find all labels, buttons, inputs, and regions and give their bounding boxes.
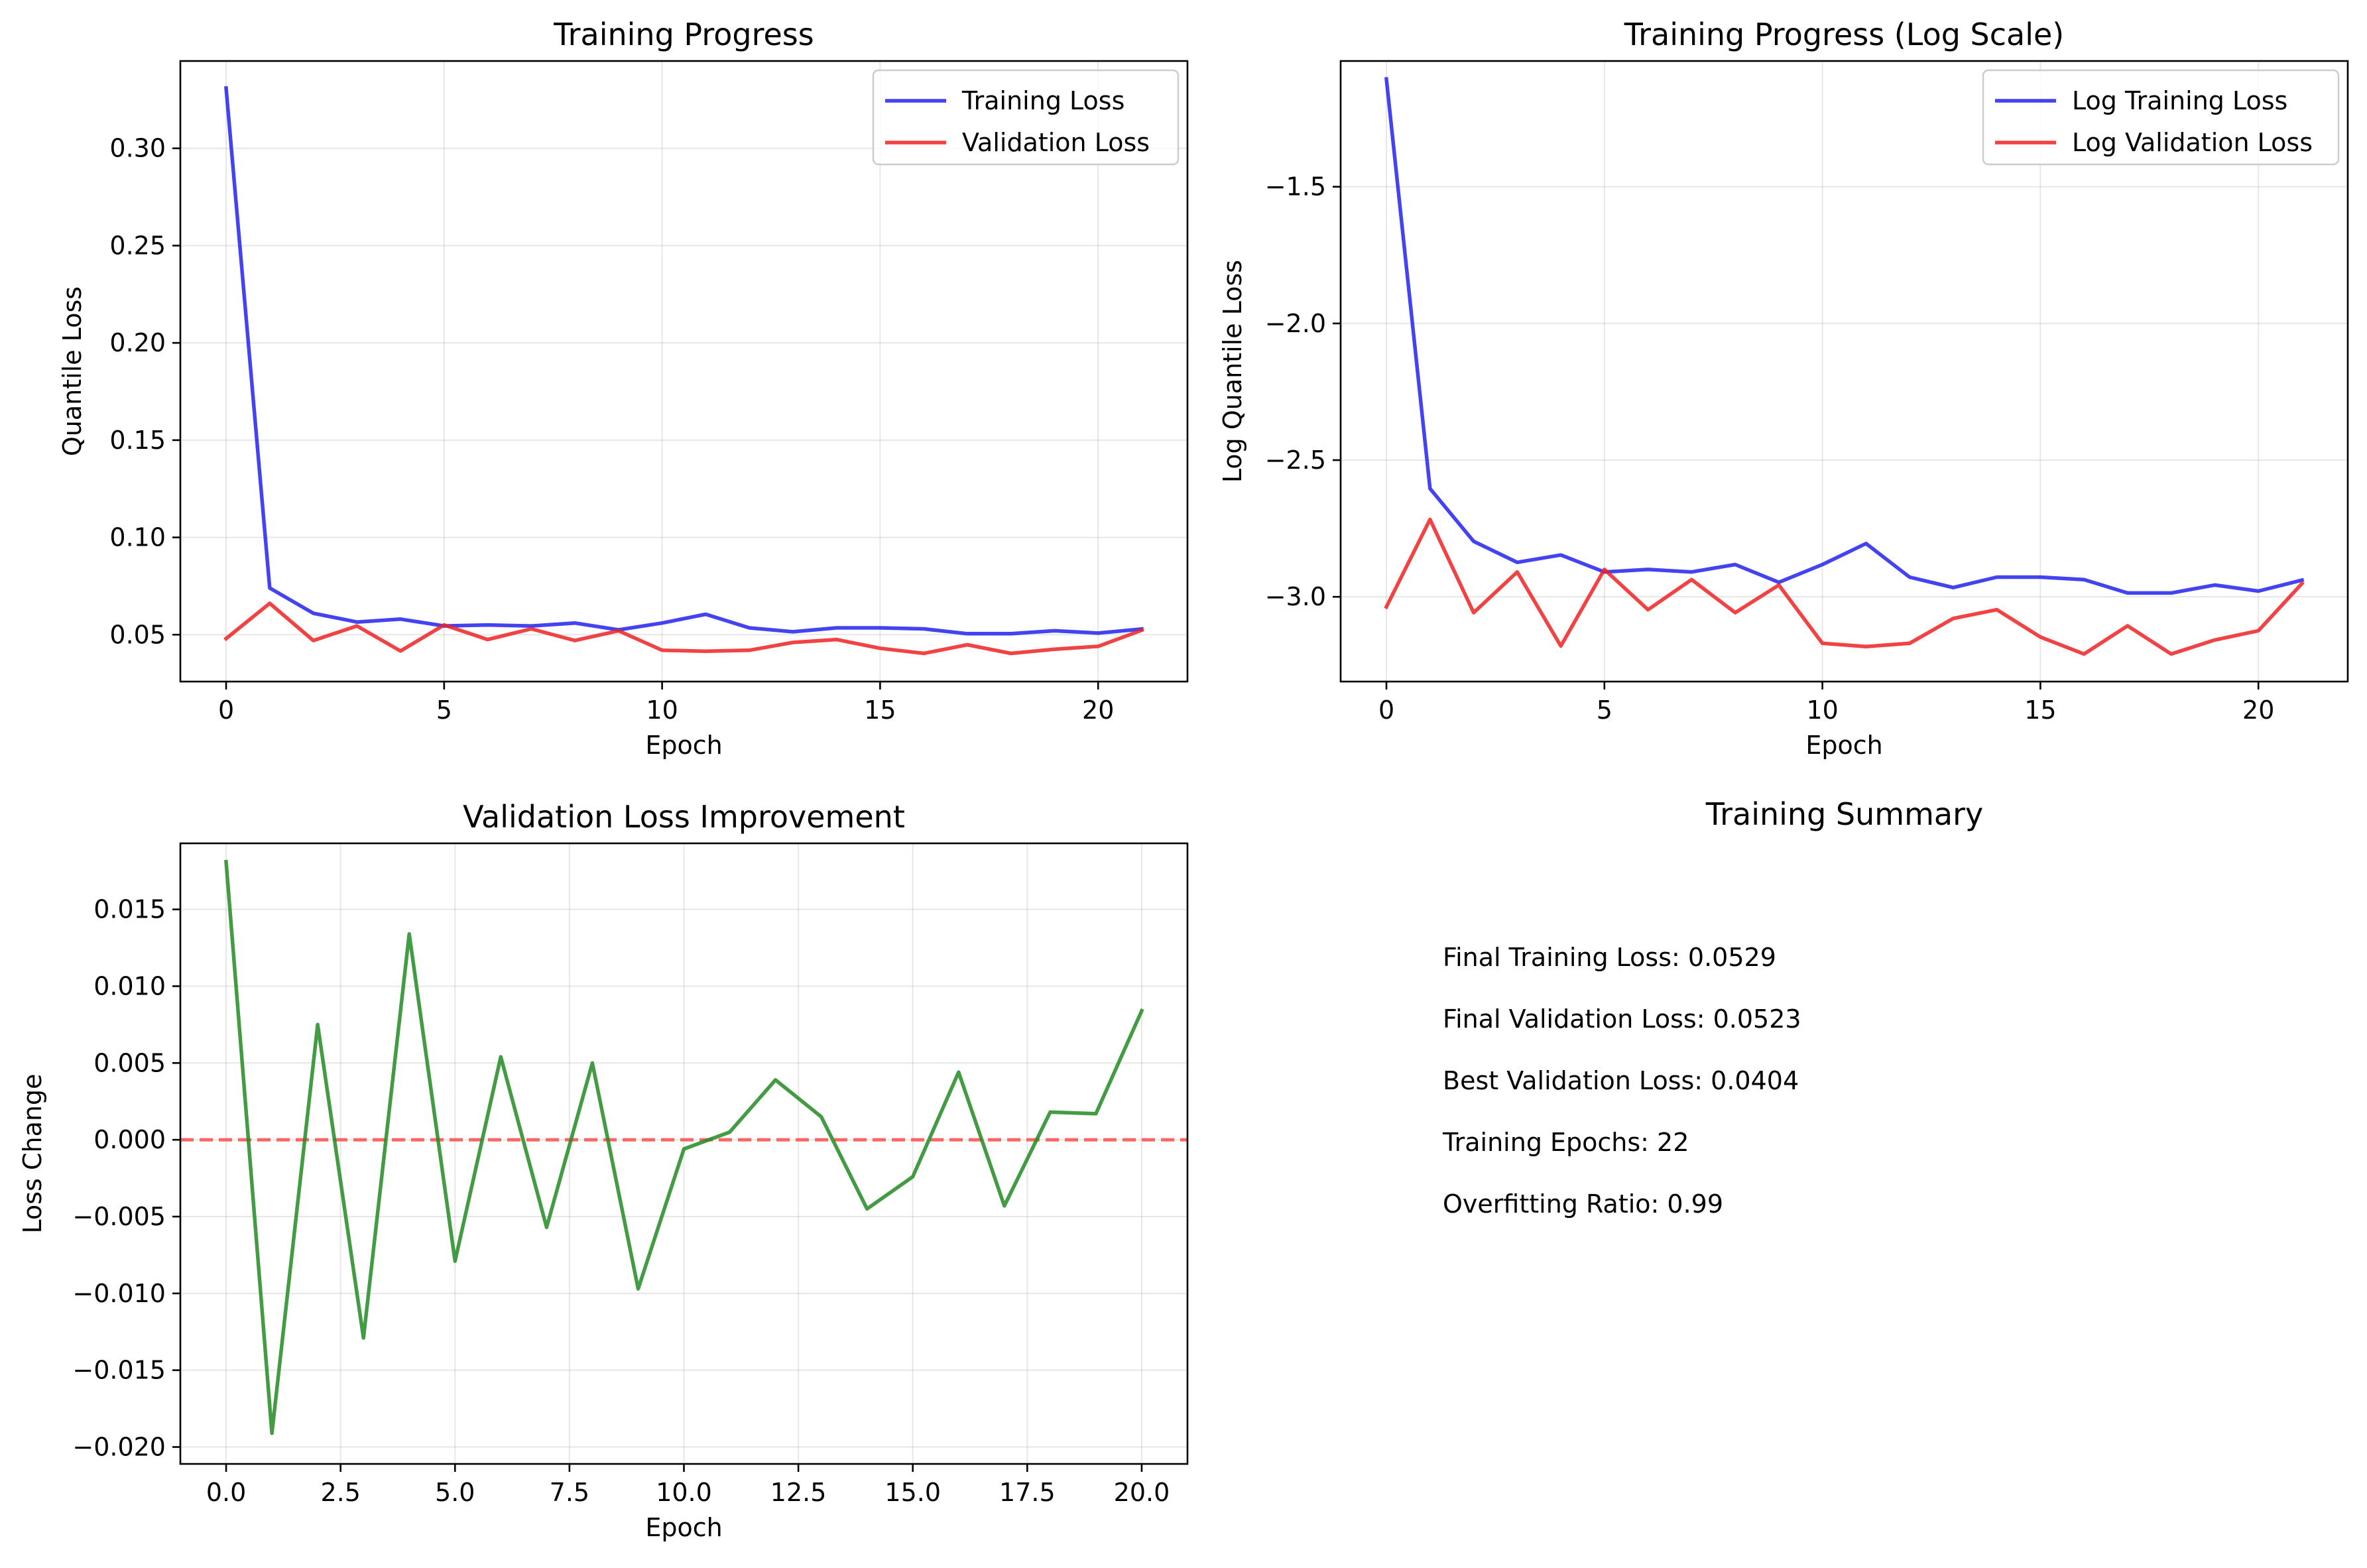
x-tick-label: 12.5 xyxy=(770,1478,827,1507)
y-tick-label: 0.005 xyxy=(93,1048,166,1077)
x-tick-label: 10 xyxy=(646,695,678,725)
series-line-log-training-loss xyxy=(1384,77,2305,595)
legend-label: Log Validation Loss xyxy=(2072,128,2313,157)
y-axis-label: Log Quantile Loss xyxy=(1218,260,1247,483)
y-tick-label: −3.0 xyxy=(1265,582,1326,611)
training-progress-chart: 0 5 10 15 20 0.05 0.10 0.15 0.20 0.25 0.30 Training… xyxy=(58,17,1189,760)
x-tick-label: 10 xyxy=(1806,695,1838,725)
y-tick-label: 0.30 xyxy=(109,134,166,163)
x-tick-label: 20.0 xyxy=(1114,1478,1170,1507)
y-tick-label: 0.000 xyxy=(93,1125,166,1154)
log-training-progress-chart: 0 5 10 15 20 −3.0 −2.5 −2.0 −1.5 Training Progres… xyxy=(1218,17,2349,760)
x-tick-label: 2.5 xyxy=(320,1478,360,1507)
y-tick-label: 0.10 xyxy=(109,523,166,552)
x-tick-label: 17.5 xyxy=(999,1478,1056,1507)
validation-improvement-chart: 0.0 2.5 5.0 7.5 10.0 12.5 15.0 17.5 20.0 −0.020 −0… xyxy=(18,799,1189,1542)
x-tick-label: 5 xyxy=(1597,695,1612,725)
legend-label: Validation Loss xyxy=(962,128,1150,157)
training-summary-panel: Training Summary Final Training Loss: 0.… xyxy=(1442,796,1983,1219)
summary-best-validation-loss: Best Validation Loss: 0.0404 xyxy=(1443,1066,1799,1095)
y-tick-label: 0.015 xyxy=(93,895,166,924)
y-tick-label: 0.010 xyxy=(93,971,166,1000)
y-tick-label: −0.015 xyxy=(72,1356,166,1385)
x-axis-label: Epoch xyxy=(645,731,722,760)
y-axis-label: Loss Change xyxy=(18,1074,47,1234)
x-tick-label: 5.0 xyxy=(435,1478,475,1507)
y-tick-label: −2.5 xyxy=(1265,446,1326,475)
y-tick-label: −0.010 xyxy=(72,1279,166,1308)
y-tick-label: −0.005 xyxy=(72,1202,166,1231)
y-tick-label: −1.5 xyxy=(1265,172,1326,202)
x-tick-label: 15 xyxy=(864,695,896,725)
x-axis-label: Epoch xyxy=(645,1513,722,1542)
y-tick-label: −0.020 xyxy=(72,1433,166,1462)
series-line-validation-loss xyxy=(223,601,1144,656)
chart-title: Validation Loss Improvement xyxy=(463,799,905,835)
x-tick-label: 5 xyxy=(436,695,452,725)
x-tick-label: 7.5 xyxy=(550,1478,589,1507)
y-tick-label: −2.0 xyxy=(1265,309,1326,338)
x-axis-label: Epoch xyxy=(1805,731,1882,760)
x-tick-label: 15.0 xyxy=(884,1478,941,1507)
x-tick-label: 0 xyxy=(1378,695,1394,725)
y-axis-label: Quantile Loss xyxy=(58,286,87,456)
summary-training-epochs: Training Epochs: 22 xyxy=(1442,1128,1689,1157)
series-line-log-validation-loss xyxy=(1384,517,2305,656)
x-tick-label: 20 xyxy=(1082,695,1114,725)
y-tick-label: 0.05 xyxy=(109,620,166,649)
series-line-training-loss xyxy=(224,86,1144,636)
axes-frame xyxy=(1339,60,2349,683)
y-tick-label: 0.15 xyxy=(109,426,166,455)
chart-title: Training Progress xyxy=(553,17,814,52)
axes-frame xyxy=(179,60,1189,683)
x-tick-label: 15 xyxy=(2024,695,2056,725)
legend-label: Training Loss xyxy=(961,86,1124,115)
x-tick-label: 0 xyxy=(218,695,234,725)
summary-final-validation-loss: Final Validation Loss: 0.0523 xyxy=(1443,1004,1801,1034)
x-tick-label: 0.0 xyxy=(206,1478,246,1507)
series-line-loss-change xyxy=(224,859,1144,1435)
summary-title: Training Summary xyxy=(1705,796,1983,832)
chart-title: Training Progress (Log Scale) xyxy=(1624,17,2065,52)
legend-box xyxy=(1982,69,2340,166)
y-tick-label: 0.25 xyxy=(109,231,166,260)
summary-overfitting-ratio: Overfitting Ratio: 0.99 xyxy=(1443,1189,1723,1219)
summary-final-training-loss: Final Training Loss: 0.0529 xyxy=(1443,943,1776,972)
x-tick-label: 20 xyxy=(2242,695,2274,725)
legend-box xyxy=(872,69,1180,166)
y-tick-label: 0.20 xyxy=(109,328,166,357)
legend-label: Log Training Loss xyxy=(2072,86,2287,115)
x-tick-label: 10.0 xyxy=(656,1478,712,1507)
